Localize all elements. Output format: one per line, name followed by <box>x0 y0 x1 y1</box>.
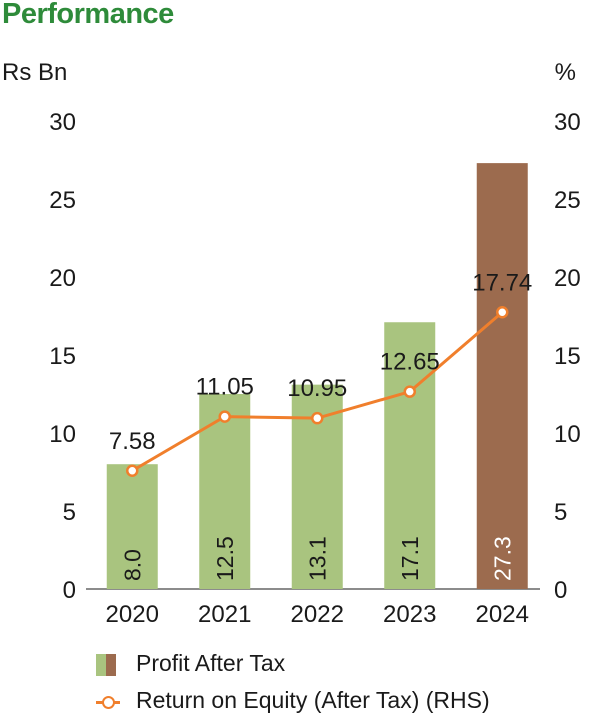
legend-item-roe: Return on Equity (After Tax) (RHS) <box>96 687 576 717</box>
left-axis-tick: 5 <box>63 499 76 526</box>
right-axis-tick: 25 <box>554 187 581 214</box>
legend-marker-roe <box>102 696 115 709</box>
legend-label-roe: Return on Equity (After Tax) (RHS) <box>136 687 490 713</box>
legend-item-profit: Profit After Tax <box>96 650 576 680</box>
right-axis-tick: 5 <box>554 499 567 526</box>
left-axis-tick: 25 <box>49 187 76 214</box>
bar-label-2023: 17.1 <box>397 536 423 581</box>
legend-swatch-profit <box>96 654 106 676</box>
left-axis-tick: 0 <box>63 577 76 604</box>
x-tick-2023: 2023 <box>383 601 436 628</box>
legend-label-profit: Profit After Tax <box>136 650 286 676</box>
right-axis-tick: 20 <box>554 265 581 292</box>
right-axis-tick: 0 <box>554 577 567 604</box>
roe-point-2020 <box>126 464 139 478</box>
left-axis-tick: 30 <box>49 109 76 136</box>
roe-point-2021 <box>218 410 231 423</box>
roe-point-2022 <box>311 411 324 425</box>
x-tick-2020: 2020 <box>106 601 159 628</box>
bar-label-2024: 27.3 <box>489 536 515 581</box>
left-axis-tick: 20 <box>49 265 76 292</box>
roe-label-2020: 7.58 <box>109 428 156 455</box>
chart-plot: Rs Bn % 0 5 10 15 20 25 30 0 5 10 15 20 25 30 8.0 12.… <box>2 59 581 628</box>
x-tick-2022: 2022 <box>291 601 344 628</box>
right-axis-unit: % <box>555 59 576 86</box>
bar-2024 <box>476 163 528 589</box>
legend-swatch-profit-highlight <box>106 654 116 676</box>
bar-2023 <box>384 322 436 589</box>
right-axis-tick: 15 <box>554 343 581 370</box>
roe-point-2023 <box>403 385 416 398</box>
bar-label-2021: 12.5 <box>212 536 238 581</box>
right-axis-tick: 30 <box>554 109 581 136</box>
roe-label-2024: 17.74 <box>472 269 532 296</box>
left-axis-tick: 10 <box>49 421 76 448</box>
roe-point-2024 <box>496 306 509 319</box>
right-axis-tick: 10 <box>554 421 581 448</box>
x-tick-2021: 2021 <box>198 601 251 628</box>
left-axis-tick: 15 <box>49 343 76 370</box>
chart-title: Performance <box>2 0 174 30</box>
bar-label-2020: 8.0 <box>119 549 145 581</box>
bar-2020 <box>106 464 158 589</box>
roe-label-2021: 11.05 <box>196 374 254 401</box>
left-axis-unit: Rs Bn <box>2 59 67 86</box>
roe-label-2023: 12.65 <box>380 349 440 376</box>
roe-label-2022: 10.95 <box>287 375 347 402</box>
x-tick-2024: 2024 <box>476 601 529 628</box>
bar-label-2022: 13.1 <box>304 536 330 581</box>
